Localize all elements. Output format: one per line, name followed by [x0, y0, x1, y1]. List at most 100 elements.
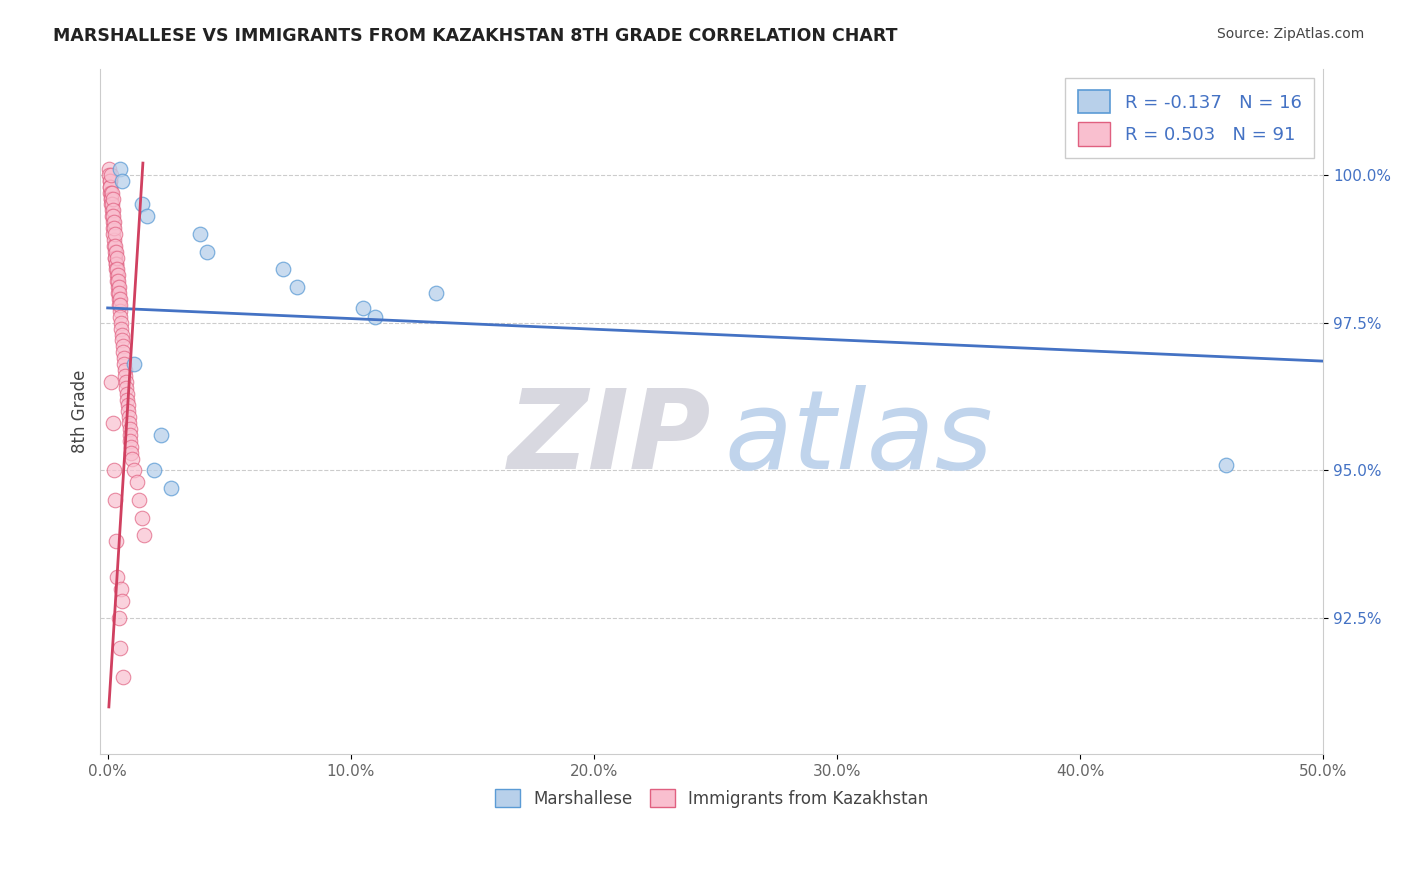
Legend: Marshallese, Immigrants from Kazakhstan: Marshallese, Immigrants from Kazakhstan [489, 782, 935, 814]
Point [124, 357, 146, 371]
Point [100, 375, 122, 389]
Point [108, 292, 131, 306]
Point [117, 410, 139, 425]
Point [107, 611, 129, 625]
Point [108, 292, 131, 306]
Point [103, 221, 125, 235]
Point [108, 640, 131, 655]
Point [100, 192, 122, 206]
Point [101, 192, 124, 206]
Point [104, 244, 127, 259]
Point [117, 399, 139, 413]
Point [105, 262, 128, 277]
Point [101, 215, 124, 229]
Point [105, 251, 128, 265]
Point [98, 179, 121, 194]
Point [108, 161, 131, 176]
Point [118, 416, 141, 430]
Point [105, 570, 128, 584]
Point [114, 375, 136, 389]
Point [104, 493, 127, 508]
Point [120, 440, 142, 454]
Point [112, 357, 135, 371]
Point [271, 262, 294, 277]
Point [121, 446, 143, 460]
Point [101, 197, 124, 211]
Point [108, 298, 131, 312]
Point [124, 463, 146, 477]
Point [103, 463, 125, 477]
Point [104, 239, 127, 253]
Point [132, 528, 155, 542]
Point [107, 286, 129, 301]
Point [104, 227, 127, 241]
Point [98, 186, 121, 200]
Point [103, 227, 125, 241]
Text: MARSHALLESE VS IMMIGRANTS FROM KAZAKHSTAN 8TH GRADE CORRELATION CHART: MARSHALLESE VS IMMIGRANTS FROM KAZAKHSTA… [53, 27, 898, 45]
Point [104, 251, 127, 265]
Point [104, 244, 127, 259]
Point [135, 209, 157, 223]
Point [111, 593, 134, 607]
Point [117, 404, 139, 418]
Point [107, 268, 129, 283]
Point [1215, 458, 1237, 472]
Text: atlas: atlas [724, 385, 993, 492]
Point [105, 262, 128, 277]
Point [107, 280, 129, 294]
Point [160, 481, 183, 495]
Point [108, 304, 131, 318]
Point [101, 203, 124, 218]
Point [100, 197, 122, 211]
Point [131, 510, 153, 524]
Y-axis label: 8th Grade: 8th Grade [72, 369, 89, 453]
Point [111, 334, 134, 348]
Point [352, 301, 374, 315]
Point [98, 168, 121, 182]
Point [101, 209, 124, 223]
Point [114, 368, 136, 383]
Point [105, 268, 128, 283]
Point [103, 239, 125, 253]
Point [107, 280, 129, 294]
Point [103, 233, 125, 247]
Point [112, 351, 135, 366]
Point [115, 392, 138, 407]
Point [110, 321, 132, 335]
Point [110, 310, 132, 324]
Point [120, 434, 142, 448]
Point [195, 244, 218, 259]
Point [128, 493, 150, 508]
Point [103, 215, 125, 229]
Point [101, 221, 124, 235]
Point [100, 186, 122, 200]
Point [101, 203, 124, 218]
Point [105, 274, 128, 288]
Point [107, 274, 129, 288]
Point [150, 428, 173, 442]
Point [105, 534, 128, 549]
Point [98, 174, 121, 188]
Point [285, 280, 308, 294]
Point [98, 174, 121, 188]
Point [121, 451, 143, 466]
Text: ZIP: ZIP [509, 385, 711, 492]
Point [112, 670, 135, 684]
Point [115, 386, 138, 401]
Point [142, 463, 165, 477]
Point [111, 339, 134, 353]
Point [131, 197, 153, 211]
Point [104, 257, 127, 271]
Point [111, 327, 134, 342]
Point [118, 428, 141, 442]
Point [188, 227, 211, 241]
Point [103, 209, 125, 223]
Point [100, 192, 122, 206]
Point [105, 257, 128, 271]
Point [98, 179, 121, 194]
Point [364, 310, 387, 324]
Point [97, 161, 120, 176]
Point [111, 174, 134, 188]
Point [100, 168, 122, 182]
Point [114, 363, 136, 377]
